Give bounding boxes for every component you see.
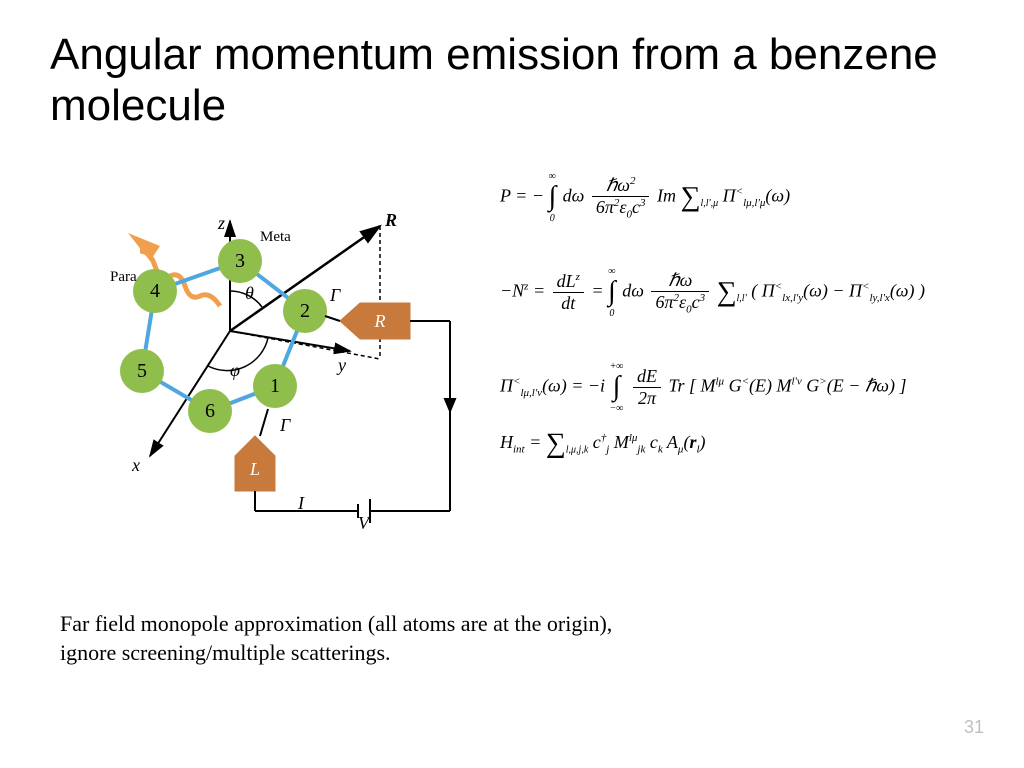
para-label: Para: [110, 269, 137, 285]
lead-L-wire: [260, 409, 268, 436]
atom-2: 2: [300, 300, 310, 322]
slide-title: Angular momentum emission from a benzene…: [50, 30, 974, 131]
equation-P: P = − ∞∫0 dω ℏω26π2ε0c3 Im ∑l,l',μ Π<lμ,…: [500, 171, 974, 224]
atom-5: 5: [137, 360, 147, 382]
I-label: I: [297, 493, 305, 513]
lead-L: L: [235, 436, 275, 491]
theta-label: θ: [245, 283, 254, 303]
phi-label: φ: [230, 360, 240, 380]
atom-3: 3: [235, 250, 245, 272]
lead-R: R: [340, 303, 410, 339]
emission-arrowhead-icon: [128, 233, 160, 261]
benzene-diagram: z y x R θ φ: [50, 171, 470, 536]
atom-1: 1: [270, 375, 280, 397]
y-label: y: [336, 355, 346, 375]
caption-text: Far field monopole approximation (all at…: [60, 609, 612, 668]
atom-6: 6: [205, 400, 215, 422]
gamma-L: Γ: [279, 415, 291, 435]
page-number: 31: [964, 717, 984, 738]
lead-R-label: R: [374, 311, 386, 331]
lead-L-label: L: [249, 459, 260, 479]
equation-Nz: −Nz = dLzdt = ∞∫0 dω ℏω6π2ε0c3 ∑l,l' ( Π…: [500, 266, 974, 319]
equation-Pi: Π<lμ,l'ν(ω) = −i +∞∫−∞ dE2π Tr [ Mlμ G<(…: [500, 361, 974, 414]
R-label: R: [384, 210, 397, 230]
z-label: z: [217, 213, 225, 233]
atom-4: 4: [150, 280, 160, 302]
x-label: x: [131, 455, 140, 475]
equation-Hint: Hint = ∑l,μ,j,k c†j Mlμjk ck Aμ(rl): [500, 428, 974, 460]
lead-R-wire: [325, 316, 340, 321]
gamma-R: Γ: [329, 285, 341, 305]
meta-label: Meta: [260, 229, 291, 245]
equations-column: P = − ∞∫0 dω ℏω26π2ε0c3 Im ∑l,l',μ Π<lμ,…: [500, 171, 974, 536]
